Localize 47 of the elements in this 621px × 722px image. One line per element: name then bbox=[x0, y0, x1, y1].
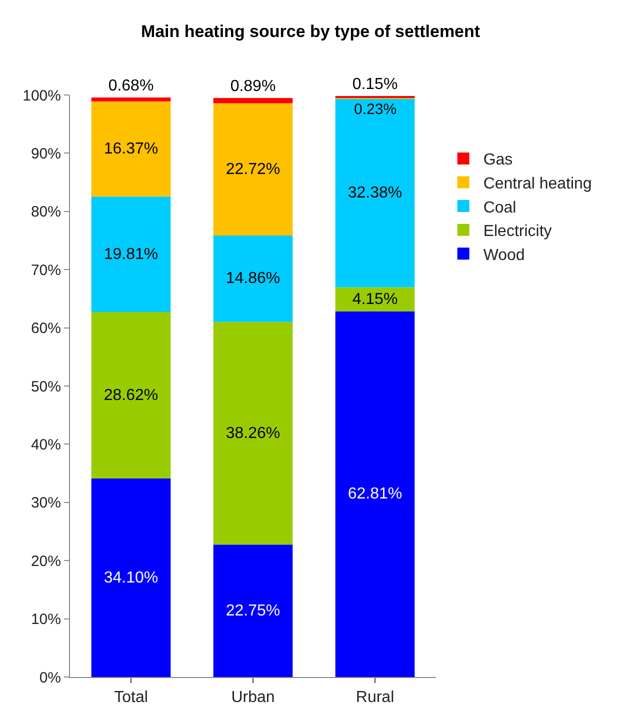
legend-label: Coal bbox=[483, 199, 516, 216]
y-tick-label: 70% bbox=[30, 262, 61, 279]
y-tick-label: 80% bbox=[30, 204, 61, 221]
bar bbox=[91, 97, 171, 102]
legend-label: Gas bbox=[483, 152, 513, 169]
y-tick-label: 100% bbox=[22, 87, 61, 104]
bar bbox=[213, 544, 293, 677]
y-tick-label: 60% bbox=[30, 320, 61, 338]
data-label: 34.10% bbox=[104, 569, 158, 586]
data-label: 16.37% bbox=[104, 140, 158, 158]
bar bbox=[213, 235, 293, 322]
y-tick-label: 50% bbox=[30, 378, 61, 396]
bar bbox=[91, 312, 171, 479]
y-tick-label: 10% bbox=[30, 611, 61, 628]
data-label: 4.15% bbox=[352, 290, 398, 308]
data-label: 62.81% bbox=[348, 486, 402, 503]
y-tick-label: 0% bbox=[39, 669, 61, 686]
data-label: 0.23% bbox=[354, 101, 397, 118]
bar bbox=[91, 101, 171, 197]
y-tick-label: 20% bbox=[30, 552, 61, 570]
legend-label: Central heating bbox=[483, 176, 592, 192]
x-tick-label: Urban bbox=[231, 689, 275, 706]
bar bbox=[335, 311, 415, 677]
chart-title: Main heating source by type of settlement bbox=[140, 22, 480, 42]
legend-label: Electricity bbox=[483, 223, 552, 240]
bar bbox=[213, 103, 293, 236]
data-label: 38.26% bbox=[226, 424, 280, 442]
bar bbox=[213, 322, 293, 545]
data-label: 14.86% bbox=[226, 270, 280, 288]
bar bbox=[213, 98, 293, 104]
data-label: 22.75% bbox=[226, 602, 280, 620]
y-tick-label: 90% bbox=[30, 145, 61, 162]
data-label: 19.81% bbox=[104, 246, 158, 263]
x-tick-label: Total bbox=[114, 689, 148, 706]
bar bbox=[91, 196, 171, 312]
y-tick-label: 30% bbox=[30, 494, 61, 512]
y-tick-label: 40% bbox=[30, 436, 61, 454]
bar bbox=[91, 478, 171, 677]
data-label: 0.89% bbox=[230, 78, 276, 96]
legend-label: Wood bbox=[483, 246, 525, 264]
data-label: 0.15% bbox=[352, 76, 398, 93]
x-tick-label: Rural bbox=[356, 689, 394, 706]
data-label: 28.62% bbox=[104, 386, 158, 404]
data-label: 0.68% bbox=[108, 77, 154, 94]
data-label: 32.38% bbox=[348, 184, 402, 202]
data-label: 22.72% bbox=[226, 160, 280, 178]
bar bbox=[335, 98, 415, 288]
